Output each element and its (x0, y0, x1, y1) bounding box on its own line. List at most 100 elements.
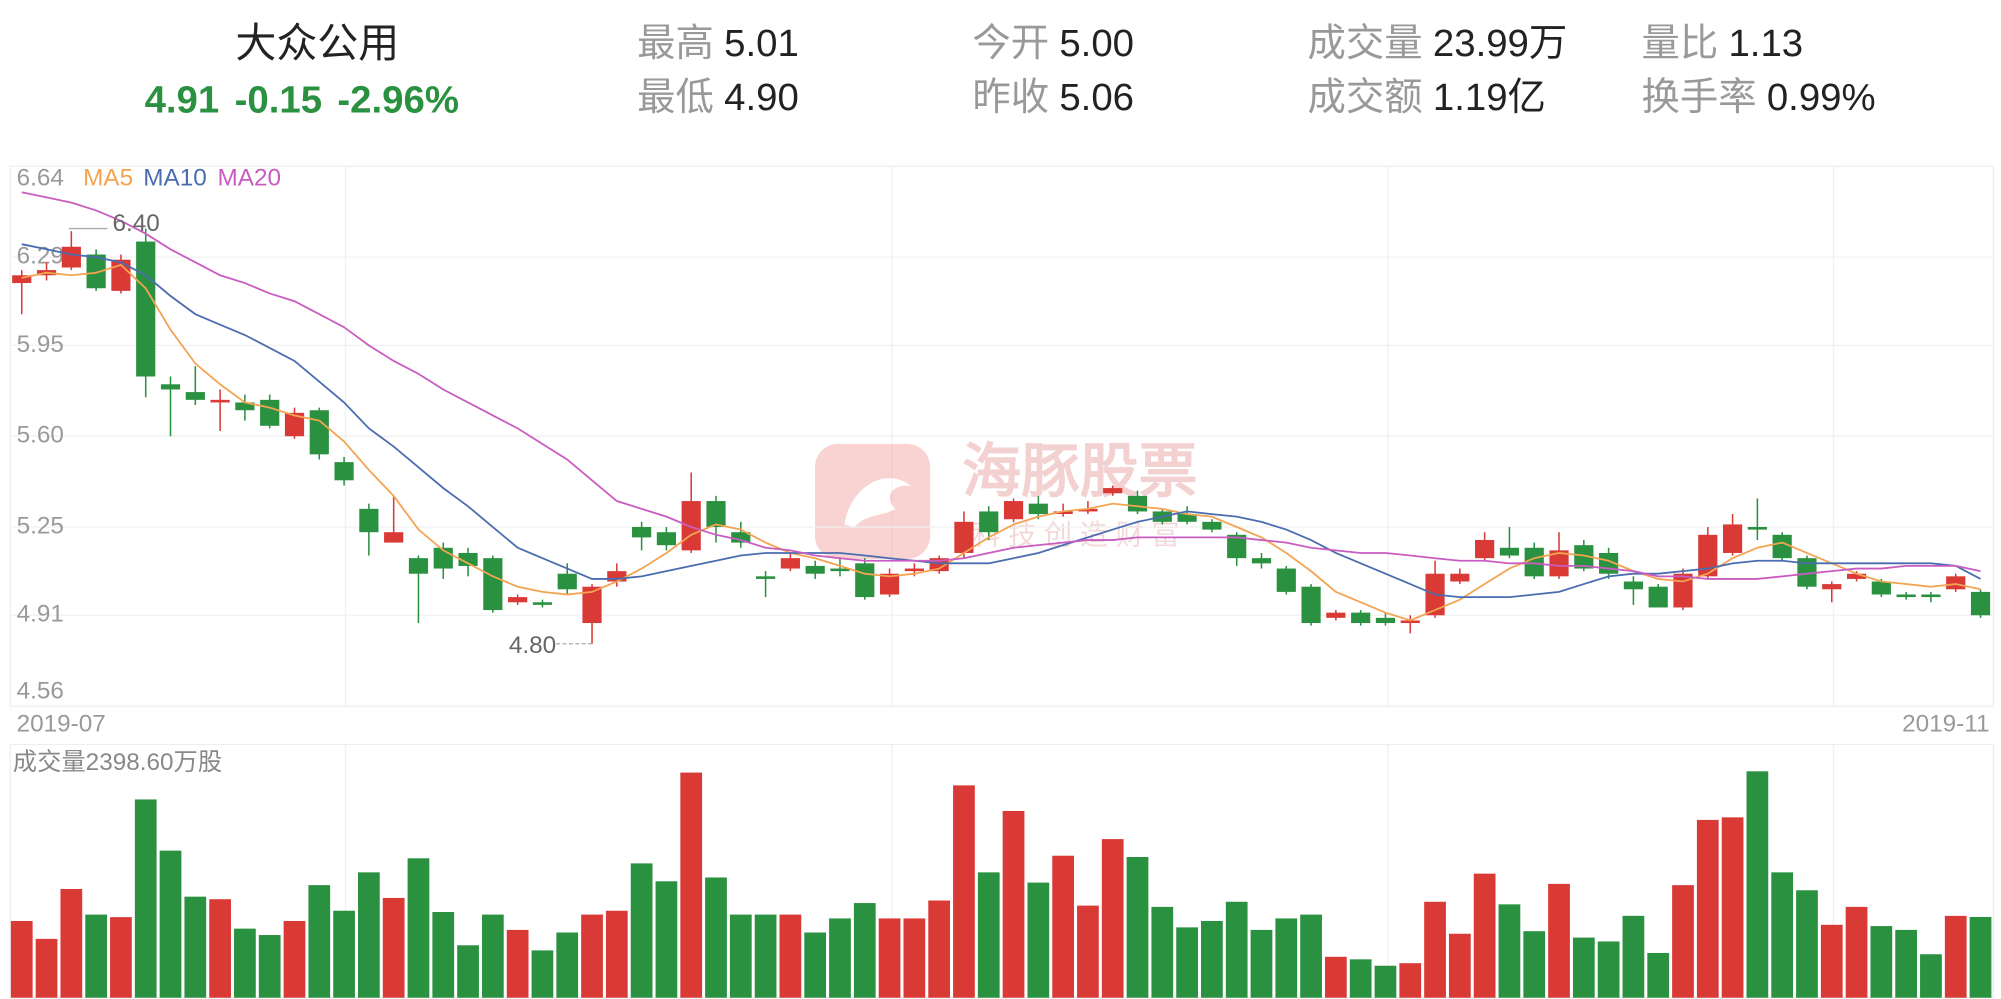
candle-body (1400, 620, 1420, 624)
volume-bar (1796, 890, 1818, 998)
candle-body (1127, 495, 1148, 512)
volume-bar (1473, 873, 1496, 998)
stat: 量比 1.13 (1641, 22, 1803, 65)
volume-bar (1374, 965, 1397, 998)
candle-body (1970, 591, 1991, 616)
candle-body (805, 565, 825, 574)
candle-body (532, 602, 553, 605)
volume-label: 成交量2398.60万股 (13, 749, 222, 776)
candle-body (780, 558, 800, 569)
candle-body (483, 558, 503, 611)
volume-bar (729, 914, 752, 998)
candle-body (136, 241, 156, 377)
candle-body (632, 527, 652, 538)
candle-body (1475, 539, 1495, 559)
candle-body (904, 568, 924, 572)
candle-body (1177, 514, 1197, 522)
volume-bar (1448, 933, 1471, 998)
candle-body (1623, 581, 1643, 590)
candle-body (185, 392, 205, 400)
stat-value: 1.19亿 (1433, 76, 1546, 119)
volume-bar (457, 945, 479, 998)
volume-bar (85, 914, 108, 998)
price-row: 4.91 -0.15 -2.96% (145, 78, 459, 121)
volume-bar (1151, 906, 1174, 998)
candle-body (582, 586, 602, 624)
low-label: 4.80 (509, 632, 556, 659)
volume-bar (258, 935, 281, 998)
candle-body (979, 511, 999, 533)
candle-body (86, 254, 106, 289)
candle-body (160, 384, 181, 390)
candle-body (755, 576, 776, 579)
stock-name: 大众公用 (235, 20, 399, 66)
volume-bar (1572, 937, 1595, 998)
volume-bar (506, 929, 529, 998)
candle-body (1722, 524, 1743, 553)
volume-bar (779, 914, 802, 998)
volume-bar (581, 914, 603, 998)
candle-body (830, 568, 850, 572)
stat: 成交额 1.19亿 (1308, 76, 1546, 119)
volume-bar (1002, 810, 1025, 998)
volume-bar (184, 896, 207, 998)
volume-bar (333, 910, 355, 998)
volume-bar (234, 928, 256, 998)
candle-body (359, 508, 379, 533)
candle-body (1028, 503, 1048, 515)
candle-body (309, 410, 329, 455)
candle-body (706, 501, 726, 528)
candle-body (879, 573, 900, 595)
stat-label: 成交量 (1308, 22, 1423, 65)
volume-bar (1027, 882, 1050, 998)
volume-bar (1101, 839, 1124, 998)
candle-body (1772, 534, 1792, 559)
volume-bar (1324, 956, 1347, 998)
candle-body (12, 275, 32, 284)
volume-bar (1672, 885, 1694, 998)
volume-bar (1597, 941, 1620, 998)
volume-bar (432, 912, 455, 998)
volume-bar (1845, 906, 1868, 998)
legend-entry: MA10 (143, 165, 206, 192)
candle-body (1673, 573, 1693, 608)
candle-body (1946, 576, 1966, 590)
watermark-logo-shape (844, 478, 911, 528)
stat-label: 量比 (1641, 22, 1718, 65)
volume-bar (60, 888, 83, 998)
stat-label: 成交额 (1308, 76, 1423, 119)
stat-label: 今开 (972, 22, 1049, 65)
volume-bar (754, 914, 777, 998)
volume-bar (1424, 901, 1446, 998)
volume-bar (1820, 924, 1843, 998)
volume-bar (1944, 915, 1967, 998)
y-tick-label: 5.60 (17, 422, 64, 449)
stat-label: 最低 (637, 76, 714, 119)
volume-bar (1920, 954, 1942, 998)
volume-bar (358, 872, 380, 998)
volume-bar (655, 881, 678, 998)
candle-body (1351, 612, 1371, 624)
candle-body (1747, 527, 1767, 530)
candle-body (260, 399, 280, 426)
candle-body (954, 521, 974, 553)
volume-bar (829, 918, 851, 998)
volume-bar (630, 863, 653, 998)
y-tick-label: 5.25 (17, 512, 64, 539)
volume-bar (1870, 926, 1893, 998)
candle-body (1078, 508, 1098, 512)
volume-bar (1201, 920, 1223, 998)
volume-bar (382, 897, 405, 998)
candle-body (61, 246, 81, 268)
candle-body (1797, 558, 1817, 587)
candle-body (1499, 547, 1520, 556)
volume-bar (209, 899, 231, 998)
volume-bar (928, 900, 951, 998)
stat-label: 昨收 (972, 76, 1049, 119)
high-label: 6.40 (112, 210, 159, 237)
volume-bar (804, 932, 827, 998)
stat: 今开 5.00 (972, 22, 1134, 65)
volume-bar (1721, 817, 1744, 998)
watermark: 海豚股票 科技创造财富 (814, 439, 1197, 559)
